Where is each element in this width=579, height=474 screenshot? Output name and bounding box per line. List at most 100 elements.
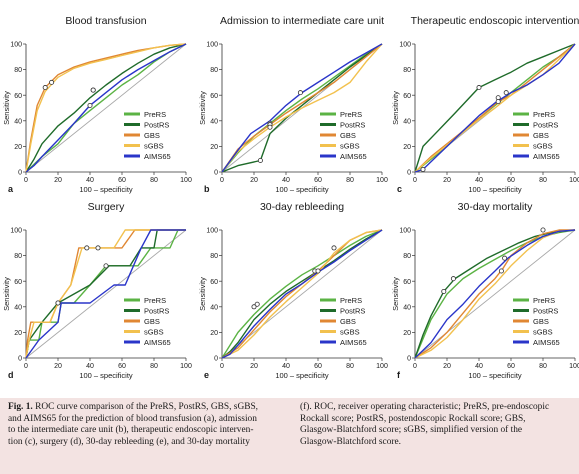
cutoff-marker-prers — [87, 102, 93, 108]
cutoff-marker-sgbs — [267, 124, 273, 130]
y-tick-label: 80 — [14, 67, 22, 74]
legend-label-postrs: PostRS — [144, 306, 169, 315]
panel-letter: f — [397, 370, 401, 380]
legend-label-aims65: AIMS65 — [144, 338, 171, 347]
x-tick-label: 0 — [220, 363, 224, 370]
cutoff-marker-gbs — [540, 227, 546, 233]
y-tick-label: 100 — [10, 42, 22, 49]
legend-label-prers: PreRS — [340, 110, 362, 119]
legend-label-sgbs: sGBS — [533, 327, 553, 336]
y-tick-label: 20 — [403, 144, 411, 151]
y-axis-label: Sensitivity — [198, 277, 207, 311]
y-tick-label: 60 — [14, 279, 22, 286]
legend-label-gbs: GBS — [533, 131, 549, 140]
series-line-prers — [25, 43, 187, 173]
legend-label-gbs: GBS — [144, 131, 160, 140]
reference-diagonal — [25, 43, 187, 173]
x-tick-label: 0 — [24, 177, 28, 184]
x-axis-label: 100 – specificity — [79, 371, 133, 380]
x-tick-label: 20 — [250, 363, 258, 370]
cutoff-marker-sgbs — [49, 79, 55, 85]
x-axis-label: 100 – specificity — [275, 371, 329, 380]
legend-label-gbs: GBS — [340, 317, 356, 326]
x-tick-label: 100 — [376, 363, 388, 370]
x-tick-label: 0 — [413, 363, 417, 370]
chart-panel-a: Blood transfusion 00 20 20 40 40 60 60 80 80 100 10… — [2, 15, 192, 194]
legend-label-sgbs: sGBS — [144, 327, 164, 336]
y-tick-label: 0 — [18, 356, 22, 363]
cutoff-marker-postrs — [476, 85, 482, 91]
series-line-sgbs — [25, 43, 187, 173]
panel-letter: c — [397, 184, 402, 194]
series-line-prers — [221, 229, 383, 359]
cutoff-marker-aims65 — [55, 300, 61, 306]
y-axis-label: Sensitivity — [2, 91, 11, 125]
panel-letter: d — [8, 370, 14, 380]
cutoff-marker-prers — [450, 276, 456, 282]
x-tick-label: 20 — [443, 363, 451, 370]
caption-line: tion (c), surgery (d), 30-day rebleeding… — [8, 436, 250, 447]
x-tick-label: 80 — [346, 363, 354, 370]
series-line-postrs — [221, 43, 383, 173]
x-tick-label: 20 — [54, 363, 62, 370]
cutoff-marker-aims65 — [498, 268, 504, 274]
x-tick-label: 80 — [150, 177, 158, 184]
series-line-postrs — [414, 229, 576, 359]
x-tick-label: 60 — [507, 177, 515, 184]
panel-letter: e — [204, 370, 209, 380]
y-tick-label: 100 — [399, 228, 411, 235]
x-tick-label: 0 — [220, 177, 224, 184]
caption-line: Rockall score; PostRS, postendoscopic Ro… — [300, 413, 526, 424]
legend-label-prers: PreRS — [144, 296, 166, 305]
caption-right-column: (f). ROC, receiver operating characteris… — [300, 402, 571, 448]
y-tick-label: 40 — [403, 118, 411, 125]
series-line-postrs — [25, 43, 187, 173]
series-line-sgbs — [25, 229, 186, 359]
legend-label-aims65: AIMS65 — [340, 338, 367, 347]
panel-letter: b — [204, 184, 210, 194]
series-line-prers — [221, 43, 383, 173]
y-tick-label: 40 — [14, 304, 22, 311]
figure-caption: Fig. 1. ROC curve comparison of the PreR… — [0, 398, 579, 474]
y-tick-label: 40 — [210, 118, 218, 125]
y-tick-label: 40 — [403, 304, 411, 311]
x-tick-label: 40 — [86, 363, 94, 370]
cutoff-marker-sgbs — [503, 90, 509, 96]
y-tick-label: 0 — [214, 356, 218, 363]
x-tick-label: 0 — [24, 363, 28, 370]
chart-title: Therapeutic endoscopic intervention — [411, 15, 579, 27]
cutoff-marker-aims65 — [297, 90, 303, 96]
x-tick-label: 40 — [475, 363, 483, 370]
x-axis-label: 100 – specificity — [468, 371, 522, 380]
x-tick-label: 60 — [118, 363, 126, 370]
legend-label-aims65: AIMS65 — [533, 152, 560, 161]
y-axis-label: Sensitivity — [391, 277, 400, 311]
cutoff-marker-aims65 — [90, 87, 96, 93]
y-tick-label: 60 — [14, 93, 22, 100]
y-tick-label: 80 — [210, 67, 218, 74]
chart-title: Admission to intermediate care unit — [220, 15, 384, 27]
x-tick-label: 60 — [314, 363, 322, 370]
series-line-aims65 — [414, 43, 576, 173]
series-line-gbs — [221, 43, 383, 173]
y-tick-label: 20 — [14, 330, 22, 337]
caption-line: to the intermediate care unit (b), thera… — [8, 425, 254, 436]
chart-title: 30-day rebleeding — [260, 201, 344, 213]
cutoff-marker-aims65 — [315, 268, 321, 274]
legend-label-sgbs: sGBS — [340, 141, 360, 150]
x-tick-label: 80 — [539, 363, 547, 370]
series-line-sgbs — [414, 43, 576, 173]
series-line-postrs — [414, 43, 576, 173]
series-line-postrs — [221, 229, 383, 359]
legend-label-gbs: GBS — [144, 317, 160, 326]
y-axis-label: Sensitivity — [391, 91, 400, 125]
caption-line: Glasgow-Blatchford score. — [300, 436, 402, 447]
x-tick-label: 40 — [282, 177, 290, 184]
y-tick-label: 80 — [14, 253, 22, 260]
series-line-aims65 — [25, 229, 186, 359]
y-tick-label: 40 — [14, 118, 22, 125]
legend-label-postrs: PostRS — [533, 120, 558, 129]
y-tick-label: 20 — [210, 330, 218, 337]
legend-label-prers: PreRS — [144, 110, 166, 119]
y-tick-label: 0 — [407, 170, 411, 177]
